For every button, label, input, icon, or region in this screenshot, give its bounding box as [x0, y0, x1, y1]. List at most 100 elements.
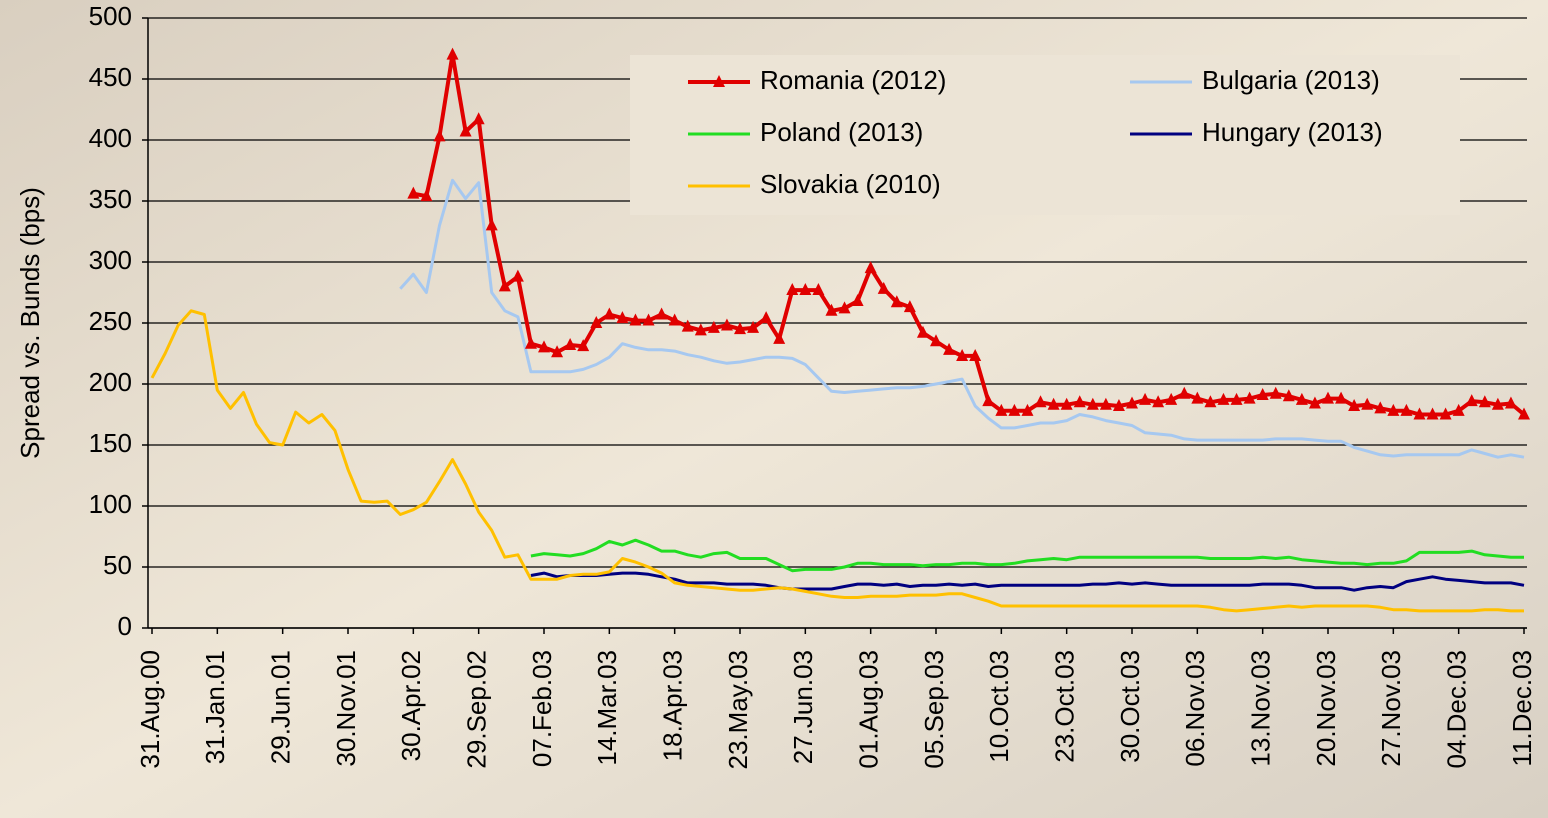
y-tick-label: 300	[89, 245, 132, 275]
x-tick-label: 30.Oct.03	[1115, 650, 1145, 763]
x-tick-label: 04.Dec.03	[1442, 650, 1472, 769]
point-marker	[825, 303, 838, 316]
point-marker	[694, 323, 707, 336]
point-marker	[642, 313, 655, 326]
legend-marker	[713, 75, 725, 87]
point-marker	[734, 322, 746, 335]
point-marker	[969, 348, 982, 361]
point-marker	[1491, 397, 1504, 410]
point-marker	[459, 124, 472, 137]
series-line	[530, 571, 1525, 592]
point-marker	[1308, 396, 1321, 409]
x-tick-label: 10.Oct.03	[984, 650, 1014, 763]
point-marker	[916, 325, 929, 338]
point-marker	[603, 307, 616, 320]
x-tick-label: 07.Feb.03	[527, 650, 557, 767]
point-marker	[838, 301, 851, 314]
point-marker	[1152, 395, 1165, 408]
point-marker	[1126, 396, 1138, 409]
x-tick-label: 31.Aug.00	[135, 650, 165, 769]
point-marker	[995, 403, 1008, 416]
point-marker	[472, 112, 485, 125]
y-tick-label: 500	[89, 1, 132, 31]
y-tick-label: 400	[89, 123, 132, 153]
point-marker	[551, 345, 564, 358]
point-marker	[564, 337, 577, 350]
point-marker	[538, 340, 550, 353]
x-tick-label: 30.Apr.02	[396, 650, 426, 761]
point-marker	[407, 186, 420, 199]
point-marker	[1348, 398, 1361, 411]
point-marker	[1034, 395, 1047, 408]
point-marker	[1230, 392, 1243, 405]
series-line	[150, 309, 1524, 613]
x-tick-label: 27.Nov.03	[1376, 650, 1406, 767]
point-marker	[1478, 395, 1491, 408]
point-marker	[1518, 407, 1530, 420]
point-marker	[1374, 401, 1387, 414]
point-marker	[812, 283, 825, 296]
point-marker	[851, 294, 864, 307]
point-marker	[1413, 407, 1426, 420]
point-marker	[786, 283, 799, 296]
point-marker	[1269, 386, 1282, 399]
point-marker	[1439, 407, 1452, 420]
point-marker	[1217, 392, 1230, 405]
point-marker	[1387, 403, 1400, 416]
point-marker	[1178, 386, 1191, 399]
legend-label: Bulgaria (2013)	[1202, 65, 1380, 95]
x-tick-label: 13.Nov.03	[1246, 650, 1276, 767]
point-marker	[524, 336, 537, 349]
point-marker	[799, 283, 812, 296]
point-marker	[1295, 392, 1308, 405]
point-marker	[511, 269, 524, 282]
point-marker	[433, 129, 446, 142]
point-marker	[1021, 403, 1034, 416]
point-marker	[446, 47, 459, 60]
y-tick-label: 250	[89, 306, 132, 336]
point-marker	[1112, 398, 1125, 411]
x-tick-label: 18.Apr.03	[658, 650, 688, 761]
x-tick-label: 14.Mar.03	[592, 650, 622, 766]
legend-label: Slovakia (2010)	[760, 169, 941, 199]
point-marker	[577, 339, 590, 352]
point-marker	[629, 313, 642, 326]
point-marker	[498, 279, 511, 292]
y-tick-label: 350	[89, 184, 132, 214]
x-tick-label: 31.Jan.01	[200, 650, 230, 764]
x-tick-label: 23.May.03	[723, 650, 753, 769]
y-tick-label: 0	[118, 611, 132, 641]
point-marker	[903, 300, 916, 313]
point-marker	[930, 334, 942, 347]
point-marker	[1361, 397, 1374, 410]
point-marker	[1243, 391, 1256, 404]
y-axis-title: Spread vs. Bunds (bps)	[15, 187, 45, 459]
point-marker	[956, 348, 969, 361]
point-marker	[1465, 394, 1478, 407]
point-marker	[1086, 397, 1099, 410]
legend-label: Hungary (2013)	[1202, 117, 1383, 147]
point-marker	[1256, 387, 1269, 400]
point-marker	[668, 313, 681, 326]
x-tick-label: 27.Jun.03	[788, 650, 818, 764]
point-marker	[982, 394, 995, 407]
y-tick-label: 50	[103, 550, 132, 580]
point-marker	[1060, 397, 1073, 410]
point-marker	[420, 189, 433, 202]
point-marker	[616, 311, 629, 324]
point-marker	[1322, 391, 1334, 404]
point-marker	[1008, 403, 1021, 416]
point-marker	[681, 319, 694, 332]
point-marker	[1335, 391, 1348, 404]
x-tick-label: 01.Aug.03	[854, 650, 884, 769]
point-marker	[747, 320, 760, 333]
point-marker	[720, 318, 733, 331]
point-marker	[485, 218, 498, 231]
y-tick-label: 450	[89, 62, 132, 92]
point-marker	[864, 261, 877, 274]
y-tick-label: 150	[89, 428, 132, 458]
point-marker	[1204, 395, 1217, 408]
point-marker	[1139, 392, 1152, 405]
y-tick-label: 100	[89, 489, 132, 519]
point-marker	[655, 307, 668, 320]
